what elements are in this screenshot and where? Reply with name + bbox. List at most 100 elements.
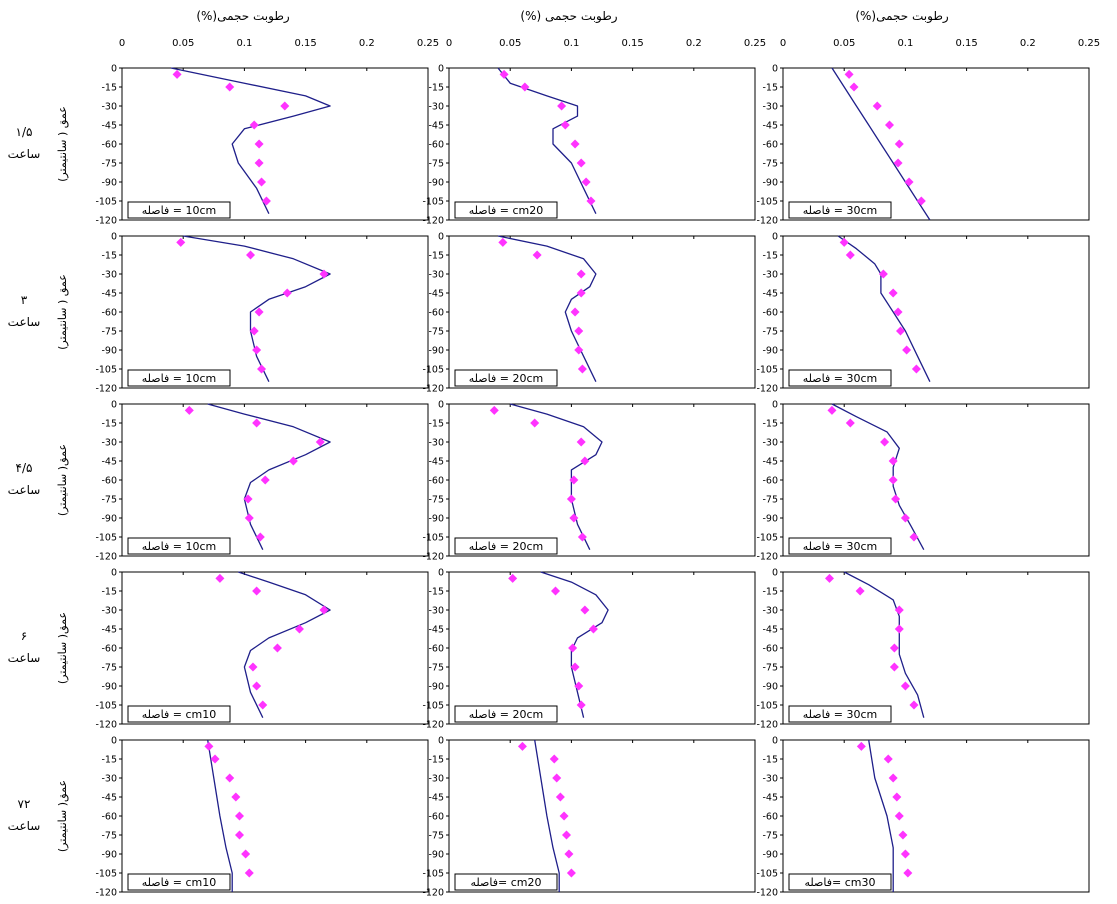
panel-0-2-observed-point [904,177,914,187]
panel-0-1-ytick-label: 0 [438,64,444,75]
panel-1-1-observed-point [570,307,580,317]
panel-1-2-ytick-label: -60 [762,308,778,319]
panel-1-1-label: 20cm = فاصله [469,372,543,385]
panel-1-1-ytick-label: -90 [428,346,444,357]
panel-0-1-xtick-label: 0.15 [621,38,643,49]
panel-4-2-frame [782,739,1090,893]
panel-0-0-xtick-label: 0.15 [294,38,316,49]
panel-0-2-ytick-label: -105 [756,197,778,208]
panel-0-0-ytick-label: -75 [101,159,117,170]
panel-2-1-ytick-label: -120 [422,552,444,563]
panel-0-2-observed-point [844,69,854,79]
panel-4-2-observed-point [898,830,908,840]
panel-2-0-observed-point [315,437,325,447]
panel-3-0-observed-point [248,662,258,672]
panel-0-2-xtick-label: 0 [780,38,786,49]
panel-0-1-simulated-line [497,67,597,214]
panel-4-0-ytick-label: -30 [101,774,117,785]
y-axis-label-4: عمق( سانتیمتر) [56,780,70,852]
panel-0-2-ytick-label: -75 [762,159,778,170]
panel-1-1-ytick-label: -15 [428,251,444,262]
panel-2-1-observed-point [580,456,590,466]
panel-3-0-label: cm10 = فاصله [142,708,216,721]
panel-2-1-ytick-label: -60 [428,476,444,487]
column-title-2: رطوبت حجمی(%) [855,9,949,24]
panel-1-1-ytick-label: -75 [428,327,444,338]
row-label-value-0: ۱/۵ [16,125,33,139]
panel-2-0-ytick-label: -60 [101,476,117,487]
panel-4-1-observed-point [517,741,527,751]
panel-4-0-label: cm10 = فاصله [142,876,216,889]
panel-2-2-observed-point [888,456,898,466]
panel-1-2-observed-point [902,345,912,355]
panel-0-2-ytick-label: -15 [762,83,778,94]
panel-3-0-ytick-label: -120 [95,720,117,731]
panel-0-1-observed-point [520,82,530,92]
panel-0-1-observed-point [581,177,591,187]
panel-4-1-label: cm20 =فاصله [471,876,542,889]
panel-0-1-ytick-label: -30 [428,102,444,113]
panel-2-0-observed-point [243,494,253,504]
panel-2-1-ytick-label: 0 [438,400,444,411]
panel-4-0-ytick-label: 0 [111,736,117,747]
panel-2-0-observed-point [288,456,298,466]
panel-0-1-label-box [454,201,558,219]
panel-3-1-ytick-label: -45 [428,625,444,636]
panel-1-0-ytick-label: -60 [101,308,117,319]
panel-1-1-frame [448,235,756,389]
panel-0-1-observed-point [576,158,586,168]
panel-4-1-ytick-label: -105 [422,869,444,880]
panel-2-2-observed-point [827,405,837,415]
panel-0-0-xtick-label: 0.2 [359,38,375,49]
panel-1-0-observed-point [254,307,264,317]
panel-4-0-frame [121,739,429,893]
panel-0-0-ytick-label: 0 [111,64,117,75]
panel-2-0-simulated-line [207,403,331,550]
panel-3-2-observed-point [894,605,904,615]
panel-3-1-observed-point [574,681,584,691]
panel-3-2-ytick-label: -45 [762,625,778,636]
panel-0-2-frame [782,67,1090,221]
panel-4-1-ytick-label: -30 [428,774,444,785]
panel-0-2-xtick-label: 0.2 [1020,38,1036,49]
panel-4-2-ytick-label: -60 [762,812,778,823]
panel-4-0-ytick-label: -120 [95,888,117,899]
panel-2-0-ytick-label: -15 [101,419,117,430]
panel-3-1-ytick-label: -105 [422,701,444,712]
panel-2-0-ytick-label: -75 [101,495,117,506]
panel-0-0-xtick-label: 0.1 [236,38,252,49]
panel-0-1-ytick-label: -120 [422,216,444,227]
panel-4-2-observed-point [883,754,893,764]
panel-1-2-label-box [788,369,892,387]
panel-0-0-label-box [127,201,231,219]
panel-1-1-observed-point [574,345,584,355]
panel-0-0-observed-point [257,177,267,187]
panel-1-2-ytick-label: 0 [772,232,778,243]
panel-3-0-simulated-line [238,571,331,718]
panel-1-2-ytick-label: -105 [756,365,778,376]
row-label-value-1: ۳ [21,293,28,307]
panel-3-1-ytick-label: -75 [428,663,444,674]
panel-1-1-label-box [454,369,558,387]
panel-2-1-observed-point [577,532,587,542]
panel-1-1-ytick-label: -105 [422,365,444,376]
panel-4-1-observed-point [559,811,569,821]
panel-0-0-ytick-label: -45 [101,121,117,132]
panel-4-2-ytick-label: -30 [762,774,778,785]
panel-3-2-ytick-label: -120 [756,720,778,731]
panel-3-0-ytick-label: -75 [101,663,117,674]
panel-2-1-frame [448,403,756,557]
panel-0-0-ytick-label: -90 [101,178,117,189]
panel-2-0-observed-point [255,532,265,542]
panel-2-0-ytick-label: -105 [95,533,117,544]
panel-3-0-ytick-label: -60 [101,644,117,655]
panel-4-1-frame [448,739,756,893]
panel-4-1-observed-point [555,792,565,802]
panel-4-1-observed-point [549,754,559,764]
row-label-value-2: ۴/۵ [16,461,33,475]
panel-1-1-observed-point [498,237,508,247]
panel-0-1-ytick-label: -60 [428,140,444,151]
panel-0-2-ytick-label: -30 [762,102,778,113]
panel-3-2-observed-point [825,573,835,583]
panel-1-2-observed-point [888,288,898,298]
